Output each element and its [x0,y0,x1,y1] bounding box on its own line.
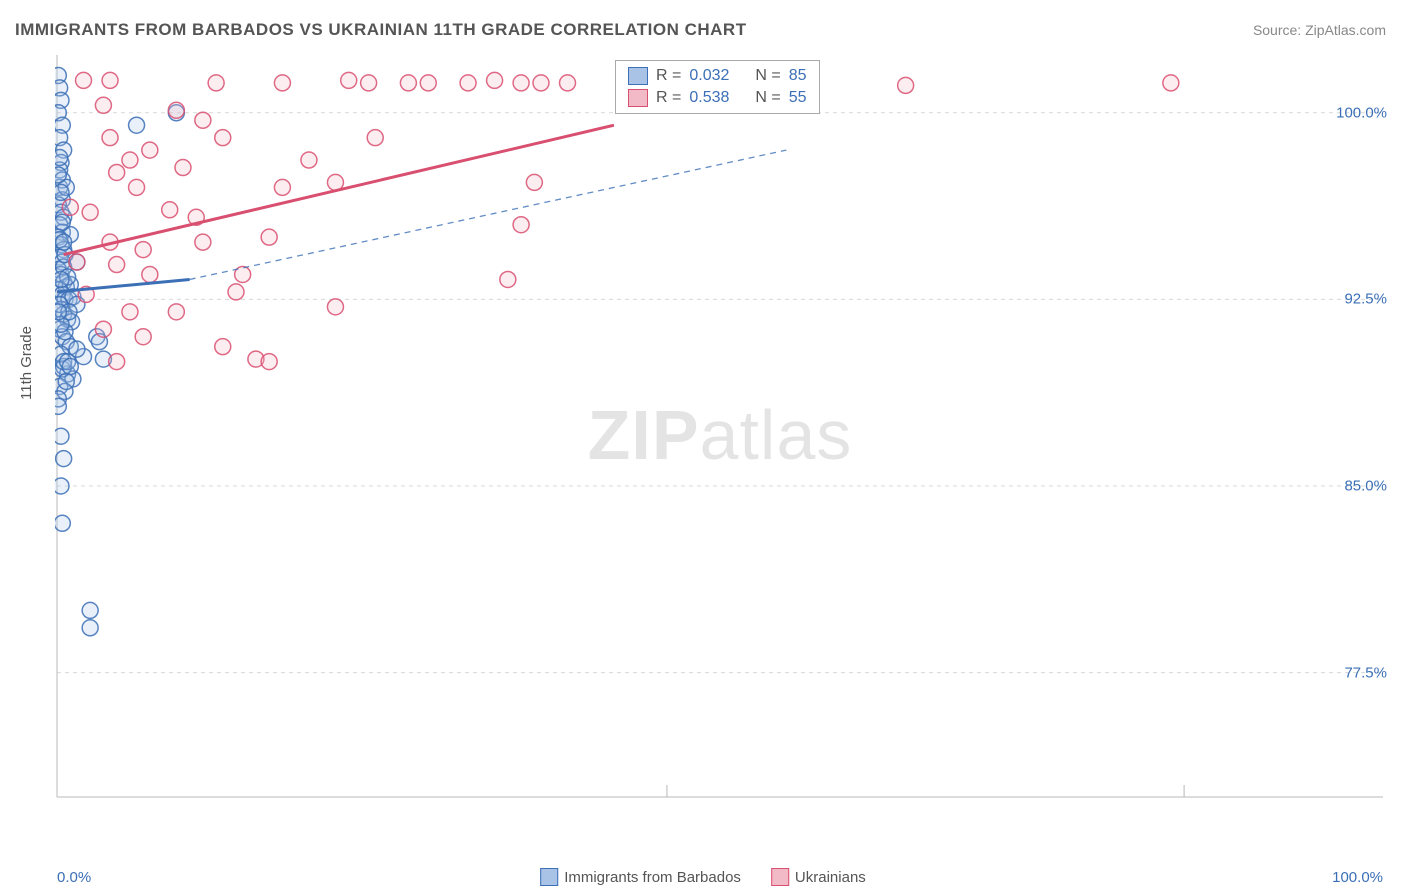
x-tick-label: 0.0% [57,869,91,886]
y-axis-label: 11th Grade [18,326,35,400]
bottom-legend: Immigrants from Barbados Ukrainians [540,868,866,886]
y-tick-label: 85.0% [1344,477,1387,494]
source-attribution: Source: ZipAtlas.com [1253,22,1386,38]
legend-swatch-barbados [540,868,558,886]
stat-r-label: R = [656,89,681,107]
y-tick-label: 77.5% [1344,664,1387,681]
stat-swatch [628,67,648,85]
chart-title: IMMIGRANTS FROM BARBADOS VS UKRAINIAN 11… [15,20,747,40]
stat-r-value: 0.538 [689,89,729,107]
chart-area: ZIPatlas R =0.032N =85R =0.538N =55 100.… [55,55,1385,815]
stat-row: R = 0.538 N = 55 [616,87,819,109]
legend-label-barbados: Immigrants from Barbados [564,869,741,886]
stat-row: R = 0.032 N = 85 [616,65,819,87]
legend-item-barbados: Immigrants from Barbados [540,868,741,886]
legend-swatch-ukrainians [771,868,789,886]
legend-item-ukrainians: Ukrainians [771,868,866,886]
y-tick-label: 92.5% [1344,291,1387,308]
stat-n-label: N = [755,89,780,107]
legend-label-ukrainians: Ukrainians [795,869,866,886]
stat-r-value: 0.032 [689,67,729,85]
stat-n-label: N = [755,67,780,85]
correlation-stats-box: R = 0.032 N = 85 R = 0.538 N = 55 [615,60,820,114]
stat-swatch [628,89,648,107]
y-tick-label: 100.0% [1336,104,1387,121]
scatter-chart-svg [55,55,1385,815]
stat-n-value: 55 [789,89,807,107]
stat-n-value: 85 [789,67,807,85]
x-tick-label: 100.0% [1332,869,1383,886]
stat-r-label: R = [656,67,681,85]
